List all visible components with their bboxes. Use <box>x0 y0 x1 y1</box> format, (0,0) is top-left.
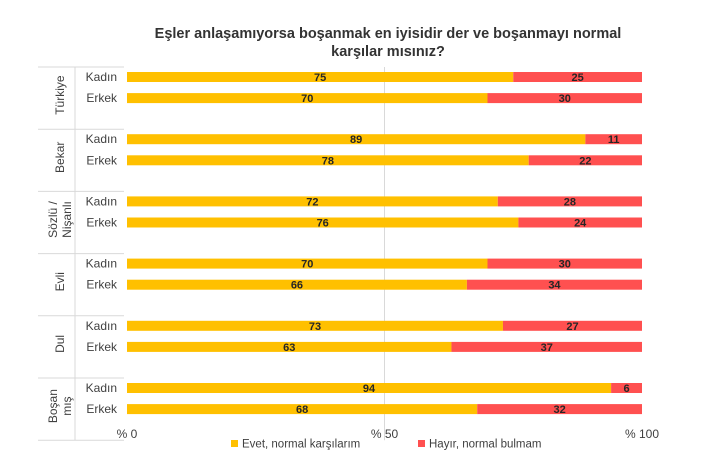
row-label: Kadın <box>86 257 117 271</box>
data-label: 30 <box>559 93 571 105</box>
data-label: 32 <box>553 404 565 416</box>
legend-swatch <box>231 440 238 447</box>
legend: Evet, normal karşılarım Hayır, normal bul… <box>231 439 541 451</box>
data-label: 72 <box>306 196 318 208</box>
data-label: 37 <box>541 342 553 354</box>
group-label: mış <box>60 396 74 415</box>
group-label: Evli <box>53 272 67 291</box>
row-label: Erkek <box>86 153 118 167</box>
legend-swatch <box>418 440 425 447</box>
group-label: Boşan <box>46 389 60 423</box>
bar-hayir <box>477 404 642 415</box>
data-label: 76 <box>317 218 329 230</box>
row-label: Kadın <box>86 132 117 146</box>
bar-evet <box>127 196 498 207</box>
data-label: 28 <box>564 196 576 208</box>
chart-title-line: Eşler anlaşamıyorsa boşanmak en iyisidir… <box>155 26 622 42</box>
data-label: 70 <box>301 259 313 271</box>
bar-hayir <box>451 341 642 352</box>
row-label: Kadın <box>86 319 117 333</box>
bar-evet <box>127 341 452 352</box>
chart-title-line: karşılar mısınız? <box>331 44 445 60</box>
data-label: 78 <box>322 155 334 167</box>
bar-evet <box>127 93 488 104</box>
bar-evet <box>127 217 519 228</box>
data-label: 34 <box>548 280 561 292</box>
data-label: 70 <box>301 93 313 105</box>
row-label: Kadın <box>86 194 117 208</box>
data-label: 6 <box>623 383 629 395</box>
row-label: Erkek <box>86 216 118 230</box>
bar-evet <box>127 383 612 393</box>
data-label: 68 <box>296 404 308 416</box>
chart-title: Eşler anlaşamıyorsa boşanmak en iyisidir… <box>155 26 622 60</box>
legend-label: Evet, normal karşılarım <box>242 439 360 451</box>
bars: 75 25 70 30 89 11 78 22 72 28 76 24 70 30 66 34 73 27 63 37… <box>127 72 642 416</box>
group-label: Nişanlı <box>60 201 74 238</box>
bar-hayir <box>502 320 642 331</box>
data-label: 22 <box>579 155 591 167</box>
data-label: 11 <box>608 134 620 146</box>
data-label: 73 <box>309 321 321 333</box>
x-axis: % 0 % 50 % 100 <box>117 427 660 441</box>
data-label: 66 <box>291 280 303 292</box>
data-label: 30 <box>559 259 571 271</box>
group-label: Türkiye <box>53 75 67 115</box>
bar-evet <box>127 320 503 331</box>
bar-hayir <box>487 258 642 269</box>
row-label: Kadın <box>86 70 117 84</box>
bar-hayir <box>611 383 642 393</box>
group-label: Dul <box>53 335 67 353</box>
group-label: Sözlü / <box>46 200 60 237</box>
bar-evet <box>127 155 529 166</box>
bar-hayir <box>466 279 642 290</box>
data-label: 89 <box>350 134 362 146</box>
group-label: Bekar <box>53 142 67 173</box>
row-label: Erkek <box>86 278 118 292</box>
bar-evet <box>127 258 488 269</box>
data-label: 27 <box>566 321 578 333</box>
bar-evet <box>127 404 478 415</box>
bar-evet <box>127 134 586 145</box>
bar-hayir <box>513 72 642 82</box>
category-axis: Türkiye Kadın Erkek Bekar Kadın Erkek Sözlü / N… <box>38 66 124 441</box>
data-label: 25 <box>572 72 584 84</box>
row-label: Erkek <box>86 91 118 105</box>
data-label: 75 <box>314 72 326 84</box>
data-label: 63 <box>283 342 295 354</box>
bar-hayir <box>497 196 642 207</box>
bar-evet <box>127 279 467 290</box>
x-tick-label: % 100 <box>625 427 659 441</box>
row-label: Erkek <box>86 340 118 354</box>
row-label: Erkek <box>86 402 118 416</box>
data-label: 24 <box>574 218 587 230</box>
x-tick-label: % 0 <box>117 427 138 441</box>
legend-label: Hayır, normal bulmam <box>429 439 541 451</box>
bar-hayir <box>585 134 642 145</box>
data-label: 94 <box>363 383 376 395</box>
bar-evet <box>127 72 514 82</box>
bar-hayir <box>487 93 642 104</box>
bar-hayir <box>518 217 642 228</box>
x-tick-label: % 50 <box>371 427 399 441</box>
row-label: Kadın <box>86 381 117 395</box>
bar-hayir <box>528 155 642 166</box>
